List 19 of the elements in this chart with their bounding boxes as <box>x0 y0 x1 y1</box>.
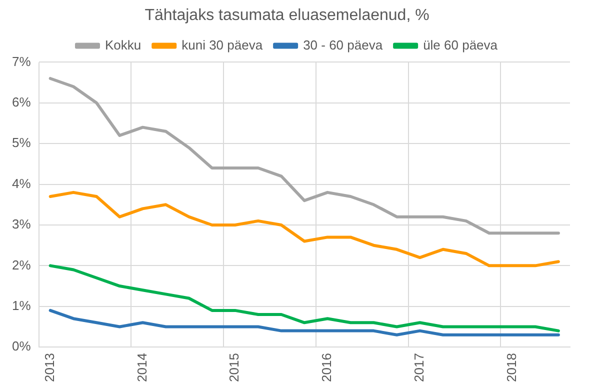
x-tick-label: 2015 <box>226 353 242 382</box>
y-tick-label: 3% <box>12 216 32 232</box>
x-tick-label: 2016 <box>319 353 334 382</box>
legend-label: Kokku <box>104 37 142 52</box>
x-tick-label: 2017 <box>411 353 426 382</box>
y-tick-label: 0% <box>12 338 32 354</box>
legend-label: kuni 30 päeva <box>182 37 264 52</box>
y-tick-label: 1% <box>12 298 32 313</box>
y-tick-label: 7% <box>12 54 32 69</box>
x-tick-label: 2014 <box>134 353 150 382</box>
y-tick-label: 4% <box>12 176 32 191</box>
x-tick-label: 2018 <box>504 353 519 382</box>
x-tick-label: 2013 <box>42 353 57 382</box>
y-tick-label: 5% <box>12 135 32 150</box>
legend-label: üle 60 päeva <box>423 37 498 52</box>
y-tick-label: 2% <box>12 257 32 272</box>
legend-label: 30 - 60 päeva <box>303 37 384 52</box>
y-tick-label: 6% <box>12 94 32 110</box>
chart-title: Tähtajaks tasumata eluasemelaenud, % <box>144 7 430 24</box>
